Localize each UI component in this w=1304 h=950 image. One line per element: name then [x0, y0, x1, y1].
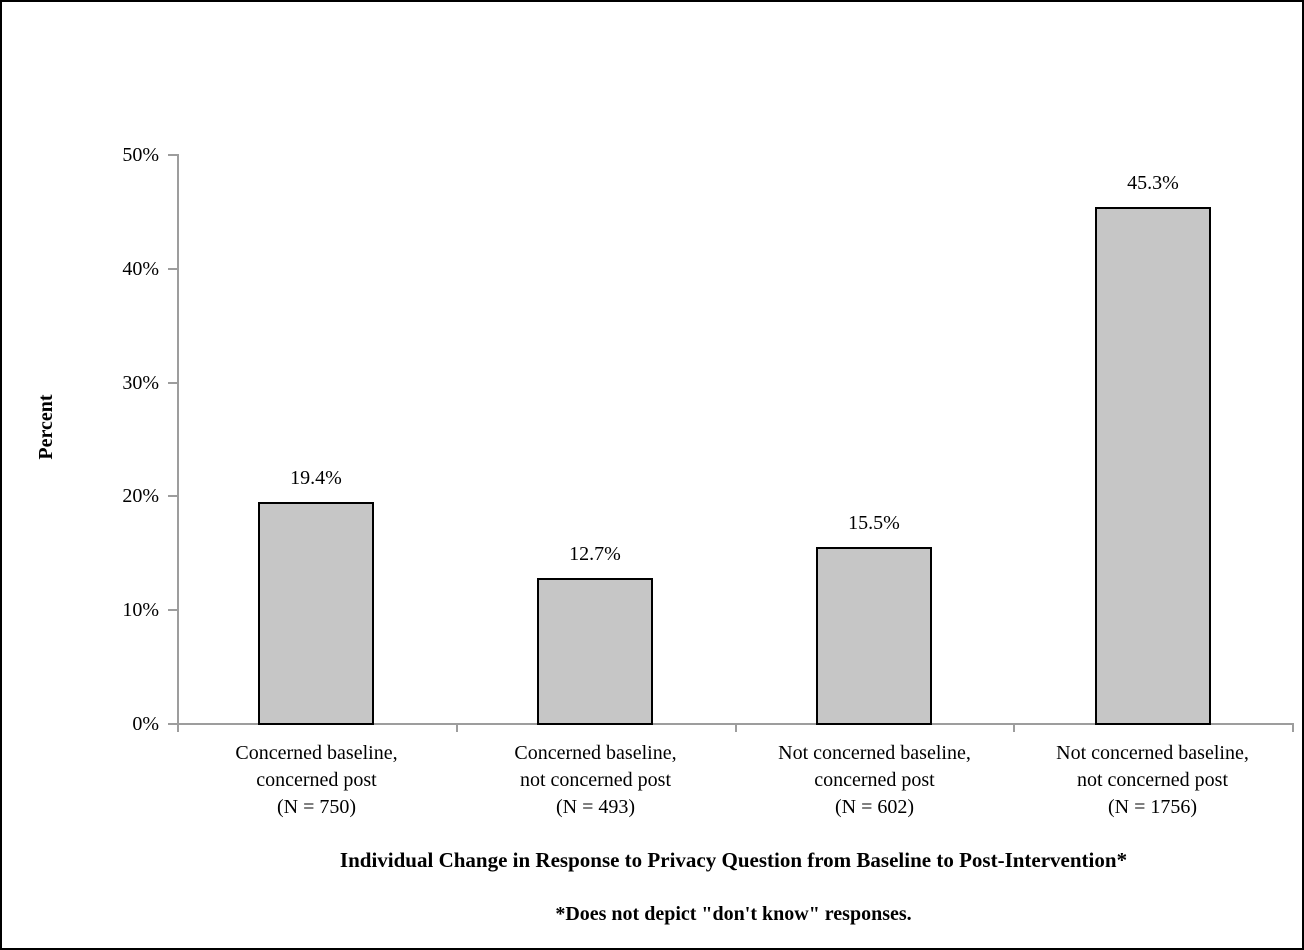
- category-label-line: Concerned baseline,: [235, 742, 398, 764]
- y-axis-line: [177, 154, 179, 725]
- footnote: *Does not depict "don't know" responses.: [555, 903, 912, 925]
- bar: [537, 578, 653, 725]
- x-tick: [735, 723, 737, 732]
- category-label-line: (N = 493): [555, 796, 636, 818]
- category-label: Not concerned baseline, concerned post (N …: [735, 740, 1014, 821]
- bar-value-label: 12.7%: [569, 543, 621, 565]
- category-label-line: (N = 1756): [1107, 796, 1198, 818]
- y-tick-label: 20%: [122, 485, 159, 507]
- y-tick-label: 50%: [122, 144, 159, 166]
- y-tick: [168, 495, 177, 497]
- category-label-line: not concerned post: [519, 769, 672, 791]
- category-label-line: not concerned post: [1076, 769, 1229, 791]
- category-label: Concerned baseline, concerned post (N = 75…: [177, 740, 456, 821]
- x-tick: [1292, 723, 1294, 732]
- y-tick: [168, 609, 177, 611]
- y-tick: [168, 154, 177, 156]
- category-label: Concerned baseline, not concerned post (N …: [456, 740, 735, 821]
- bar-value-label: 19.4%: [290, 467, 342, 489]
- category-label-line: Not concerned baseline,: [1056, 742, 1249, 764]
- x-axis-title: Individual Change in Response to Privacy…: [339, 848, 1128, 872]
- y-tick: [168, 382, 177, 384]
- y-tick: [168, 268, 177, 270]
- bar-value-label: 15.5%: [848, 512, 900, 534]
- y-tick-label: 0%: [132, 713, 159, 735]
- y-tick-label: 30%: [122, 372, 159, 394]
- category-label-line: Not concerned baseline,: [778, 742, 971, 764]
- bar: [816, 547, 932, 725]
- y-tick: [168, 723, 177, 725]
- y-tick-label: 40%: [122, 258, 159, 280]
- bar-value-label: 45.3%: [1127, 172, 1179, 194]
- y-tick-label: 10%: [122, 599, 159, 621]
- bar: [1095, 207, 1211, 725]
- x-tick: [456, 723, 458, 732]
- bar: [258, 502, 374, 725]
- category-label: Not concerned baseline, not concerned pos…: [1013, 740, 1292, 821]
- x-tick: [177, 723, 179, 732]
- category-label-line: Concerned baseline,: [514, 742, 677, 764]
- category-label-line: concerned post: [256, 769, 377, 791]
- category-label-line: concerned post: [814, 769, 935, 791]
- category-label-line: (N = 750): [276, 796, 357, 818]
- x-tick: [1013, 723, 1015, 732]
- category-label-line: (N = 602): [834, 796, 915, 818]
